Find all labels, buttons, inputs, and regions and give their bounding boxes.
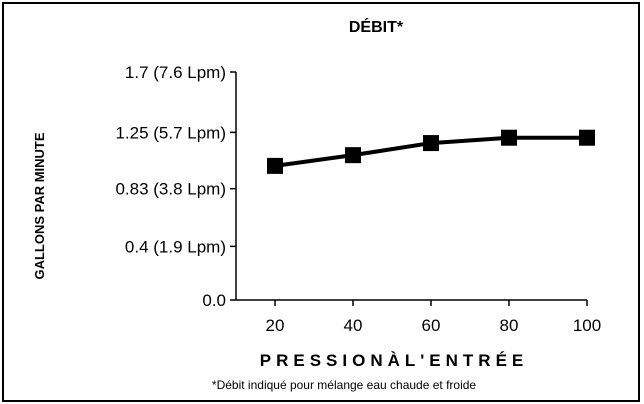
data-point-marker bbox=[579, 129, 595, 146]
y-tick-label: 1.25 (5.7 Lpm) bbox=[115, 123, 226, 142]
x-tick-label: 40 bbox=[344, 316, 363, 335]
chart: DÉBIT* GALLONS PAR MINUTE 0.0 0.4 (1.9 Lp… bbox=[32, 17, 601, 392]
data-point-marker bbox=[345, 147, 361, 164]
y-ticks: 0.0 0.4 (1.9 Lpm) 0.83 (3.8 Lpm) 1.25 (5.7 … bbox=[115, 63, 236, 310]
data-point-marker bbox=[423, 135, 439, 152]
y-axis-label: GALLONS PAR MINUTE bbox=[32, 132, 47, 279]
chart-title: DÉBIT* bbox=[349, 17, 404, 36]
x-ticks: 20 40 60 80 100 bbox=[266, 300, 601, 335]
y-tick-label: 1.7 (7.6 Lpm) bbox=[125, 63, 226, 82]
x-tick-label: 80 bbox=[500, 316, 519, 335]
y-tick-label: 0.4 (1.9 Lpm) bbox=[125, 237, 226, 256]
data-point-marker bbox=[267, 157, 283, 174]
footnote: *Débit indiqué pour mélange eau chaude e… bbox=[212, 378, 477, 392]
x-tick-label: 60 bbox=[422, 316, 441, 335]
x-tick-label: 100 bbox=[573, 316, 601, 335]
x-axis-label: PRESSIONÀL'ENTRÉE bbox=[260, 351, 529, 370]
y-tick-label: 0.83 (3.8 Lpm) bbox=[115, 180, 226, 199]
data-series bbox=[267, 129, 595, 174]
data-point-marker bbox=[501, 129, 517, 146]
y-tick-label: 0.0 bbox=[202, 291, 226, 310]
x-tick-label: 20 bbox=[266, 316, 285, 335]
